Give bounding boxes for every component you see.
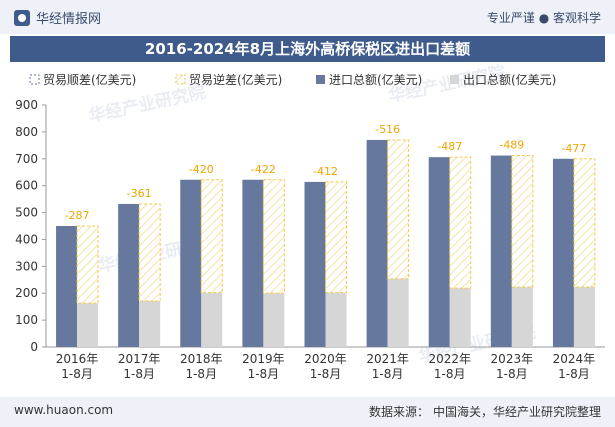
- top-bar: 华经情报网 专业严谨 ● 客观科学: [0, 0, 615, 34]
- slogan: 专业严谨 ● 客观科学: [486, 11, 601, 25]
- import-bar: [304, 181, 326, 347]
- deficit-bar: [573, 158, 596, 288]
- bottom-bar: www.huaon.com 数据来源： 中国海关，华经产业研究院整理: [0, 397, 615, 427]
- y-tick-label: 200: [15, 286, 38, 300]
- deficit-data-label: -477: [561, 142, 586, 155]
- legend-swatch-surplus: [29, 74, 40, 85]
- legend-swatch-deficit: [175, 74, 186, 85]
- x-tick-label: 1-8月: [248, 367, 280, 381]
- y-tick-label: 600: [15, 179, 38, 193]
- export-bar: [387, 278, 409, 347]
- x-tick-label: 2019年: [242, 352, 285, 366]
- x-tick-label: 1-8月: [496, 367, 528, 381]
- deficit-data-label: -422: [251, 163, 276, 176]
- legend-label: 贸易逆差(亿美元): [189, 72, 282, 87]
- deficit-data-label: -361: [127, 187, 152, 200]
- export-bar: [77, 303, 99, 347]
- y-tick-label: 300: [15, 259, 38, 273]
- deficit-data-label: -420: [189, 163, 214, 176]
- deficit-data-label: -487: [437, 140, 462, 153]
- x-tick-label: 2023年: [491, 352, 534, 366]
- data-source: 数据来源： 中国海关，华经产业研究院整理: [369, 403, 601, 420]
- deficit-bar: [387, 139, 410, 280]
- export-bar: [449, 288, 471, 347]
- x-tick-label: 1-8月: [558, 367, 590, 381]
- import-bar: [118, 203, 140, 347]
- x-tick-label: 1-8月: [123, 367, 155, 381]
- y-tick-label: 800: [15, 125, 38, 139]
- legend-swatch-export: [450, 75, 459, 84]
- x-tick-label: 2020年: [304, 352, 347, 366]
- deficit-bar: [138, 203, 161, 302]
- deficit-data-label: -287: [65, 209, 90, 222]
- import-bar: [552, 158, 574, 347]
- x-tick-label: 2021年: [366, 352, 409, 366]
- deficit-bar: [200, 179, 223, 294]
- x-tick-label: 2018年: [180, 352, 223, 366]
- y-tick-label: 100: [15, 313, 38, 327]
- x-tick-label: 1-8月: [372, 367, 404, 381]
- import-bar: [366, 139, 388, 347]
- y-tick-label: 500: [15, 206, 38, 220]
- legend-label: 贸易顺差(亿美元): [43, 72, 136, 87]
- x-tick-label: 2024年: [553, 352, 596, 366]
- export-bar: [511, 287, 533, 347]
- site-url[interactable]: www.huaon.com: [14, 403, 114, 417]
- watermark-text: 华经产业研究院: [87, 82, 208, 127]
- import-bar: [180, 179, 202, 347]
- deficit-data-label: -516: [375, 123, 400, 136]
- x-tick-label: 1-8月: [61, 367, 93, 381]
- y-tick-label: 900: [15, 98, 38, 112]
- legend-label: 出口总额(亿美元): [463, 72, 556, 87]
- x-tick-label: 1-8月: [185, 367, 217, 381]
- x-tick-label: 2022年: [428, 352, 471, 366]
- x-tick-label: 2016年: [56, 352, 99, 366]
- x-tick-label: 1-8月: [310, 367, 342, 381]
- import-bar: [242, 179, 264, 347]
- y-tick-label: 0: [30, 340, 38, 354]
- deficit-bar: [262, 179, 285, 294]
- chart: 华经产业研究院华经产业研究院华经产业研究院华经产业研究院 贸易顺差(亿美元)贸易…: [15, 62, 605, 381]
- import-bar: [56, 226, 78, 347]
- legend-label: 进口总额(亿美元): [329, 72, 422, 87]
- deficit-bar: [511, 155, 534, 288]
- y-tick-label: 700: [15, 152, 38, 166]
- deficit-bar: [449, 156, 472, 289]
- brand-logo-icon: [14, 9, 30, 26]
- export-bar: [263, 293, 285, 347]
- brand: 华经情报网: [14, 8, 101, 27]
- brand-name: 华经情报网: [36, 12, 102, 27]
- source-label: 数据来源：: [368, 405, 429, 419]
- deficit-data-label: -412: [313, 165, 338, 178]
- deficit-bar: [325, 181, 347, 294]
- export-bar: [573, 287, 595, 347]
- x-tick-label: 1-8月: [434, 367, 466, 381]
- export-bar: [325, 292, 347, 347]
- deficit-data-label: -489: [499, 139, 524, 152]
- export-bar: [139, 301, 161, 347]
- deficit-bar: [76, 225, 99, 304]
- export-bar: [201, 292, 223, 347]
- source-text: 中国海关，华经产业研究院整理: [432, 405, 601, 419]
- y-tick-label: 400: [15, 232, 38, 246]
- import-bar: [428, 157, 450, 347]
- legend-swatch-import: [316, 75, 325, 84]
- chart-title: 2016-2024年8月上海外高桥保税区进出口差额: [10, 36, 605, 62]
- x-tick-label: 2017年: [118, 352, 161, 366]
- import-bar: [490, 155, 512, 347]
